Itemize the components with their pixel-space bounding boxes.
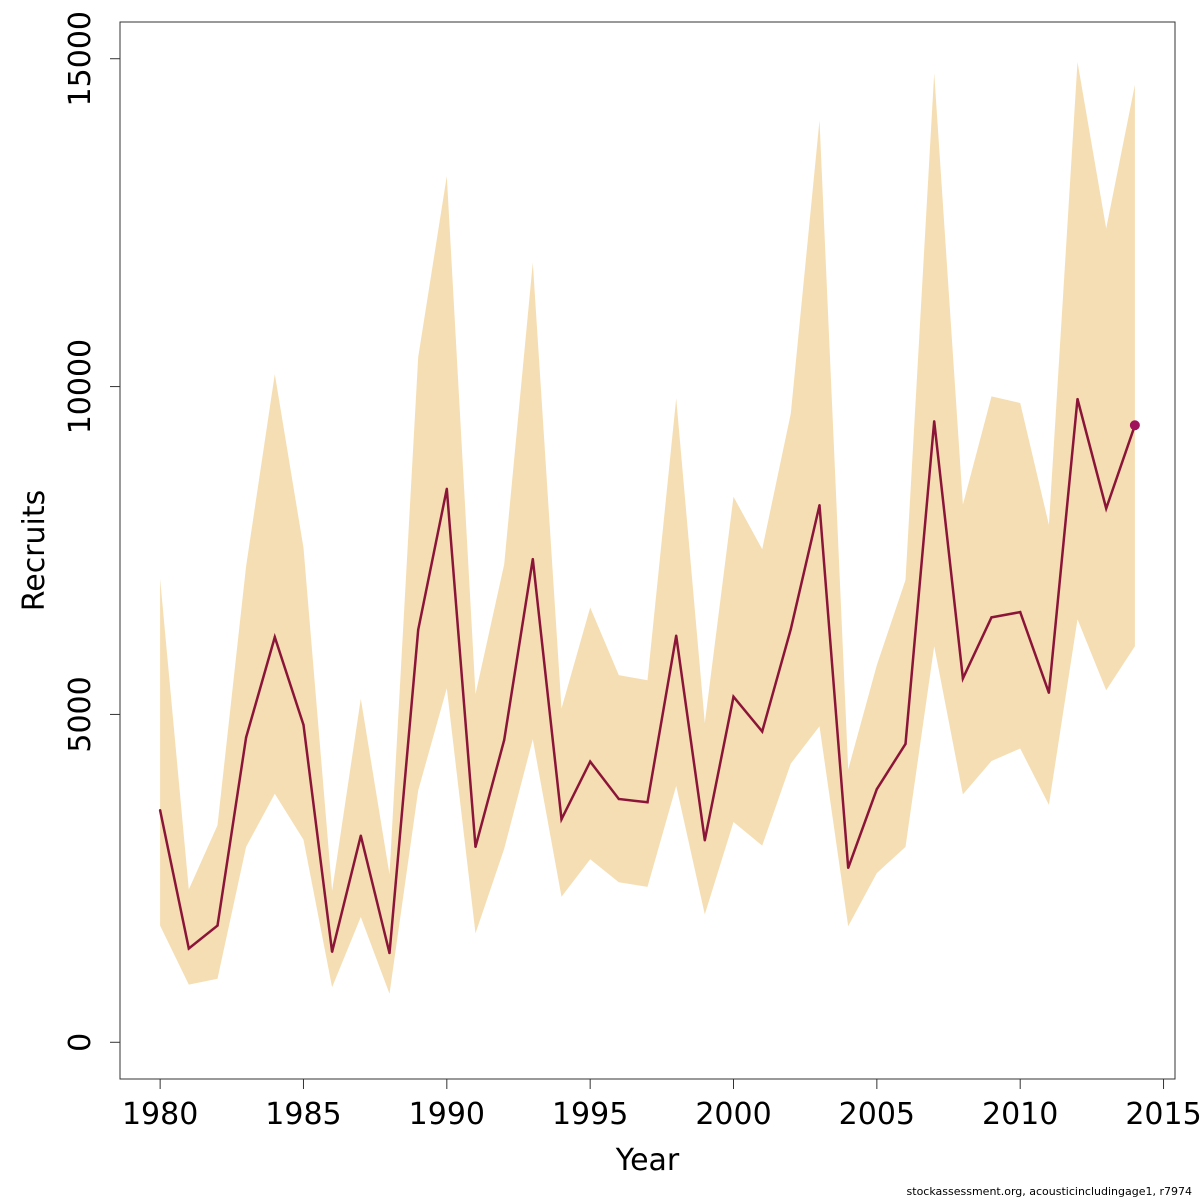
x-tick-label: 1995 xyxy=(552,1097,628,1132)
data-point xyxy=(273,635,277,639)
x-tick-label: 2015 xyxy=(1125,1097,1200,1132)
data-point xyxy=(302,723,305,727)
data-point xyxy=(932,420,936,423)
y-axis: 0 5000 10000 15000 xyxy=(63,11,121,1052)
data-points xyxy=(158,397,1140,955)
x-tick-label: 2005 xyxy=(839,1097,915,1132)
data-point xyxy=(760,730,764,733)
data-point xyxy=(244,736,248,739)
data-point xyxy=(416,628,420,632)
data-point xyxy=(674,634,678,637)
data-point xyxy=(846,866,850,870)
y-tick-label: 5000 xyxy=(63,676,98,752)
data-point xyxy=(531,557,535,561)
y-axis-title: Recruits xyxy=(17,490,52,612)
data-point xyxy=(588,760,592,763)
data-point xyxy=(875,787,879,791)
data-point xyxy=(1047,691,1051,694)
data-point xyxy=(617,797,621,801)
data-point xyxy=(1076,397,1079,401)
x-tick-label: 1985 xyxy=(265,1097,341,1132)
data-point xyxy=(330,950,334,953)
data-point xyxy=(216,924,219,927)
data-point xyxy=(502,738,506,742)
data-point xyxy=(187,947,191,950)
footer-credit: stockassessment.org, acousticincludingag… xyxy=(906,1185,1192,1198)
data-point xyxy=(646,801,649,804)
x-axis-title: Year xyxy=(615,1143,680,1178)
x-axis: 1980 1985 1990 1995 2000 2005 2010 2015 xyxy=(122,1078,1200,1132)
x-tick-label: 2000 xyxy=(695,1097,771,1132)
confidence-band xyxy=(160,62,1135,994)
data-point xyxy=(1104,507,1108,510)
data-point xyxy=(359,834,363,837)
data-point xyxy=(388,951,391,955)
data-point xyxy=(961,677,965,680)
data-point xyxy=(703,839,707,842)
data-point xyxy=(818,504,821,507)
y-tick-label: 10000 xyxy=(63,339,98,434)
data-point xyxy=(789,627,793,631)
data-point xyxy=(158,808,162,812)
x-tick-label: 1980 xyxy=(122,1097,198,1132)
data-point xyxy=(1018,610,1022,614)
x-tick-label: 2010 xyxy=(982,1097,1058,1132)
x-tick-label: 1990 xyxy=(409,1097,485,1132)
data-point xyxy=(474,845,477,849)
data-point xyxy=(560,818,563,821)
data-point xyxy=(1129,420,1140,431)
data-point xyxy=(990,616,993,619)
y-tick-label: 15000 xyxy=(63,11,98,106)
data-point xyxy=(904,742,907,746)
data-point xyxy=(445,487,449,491)
y-tick-label: 0 xyxy=(63,1033,98,1052)
data-point xyxy=(732,695,735,698)
